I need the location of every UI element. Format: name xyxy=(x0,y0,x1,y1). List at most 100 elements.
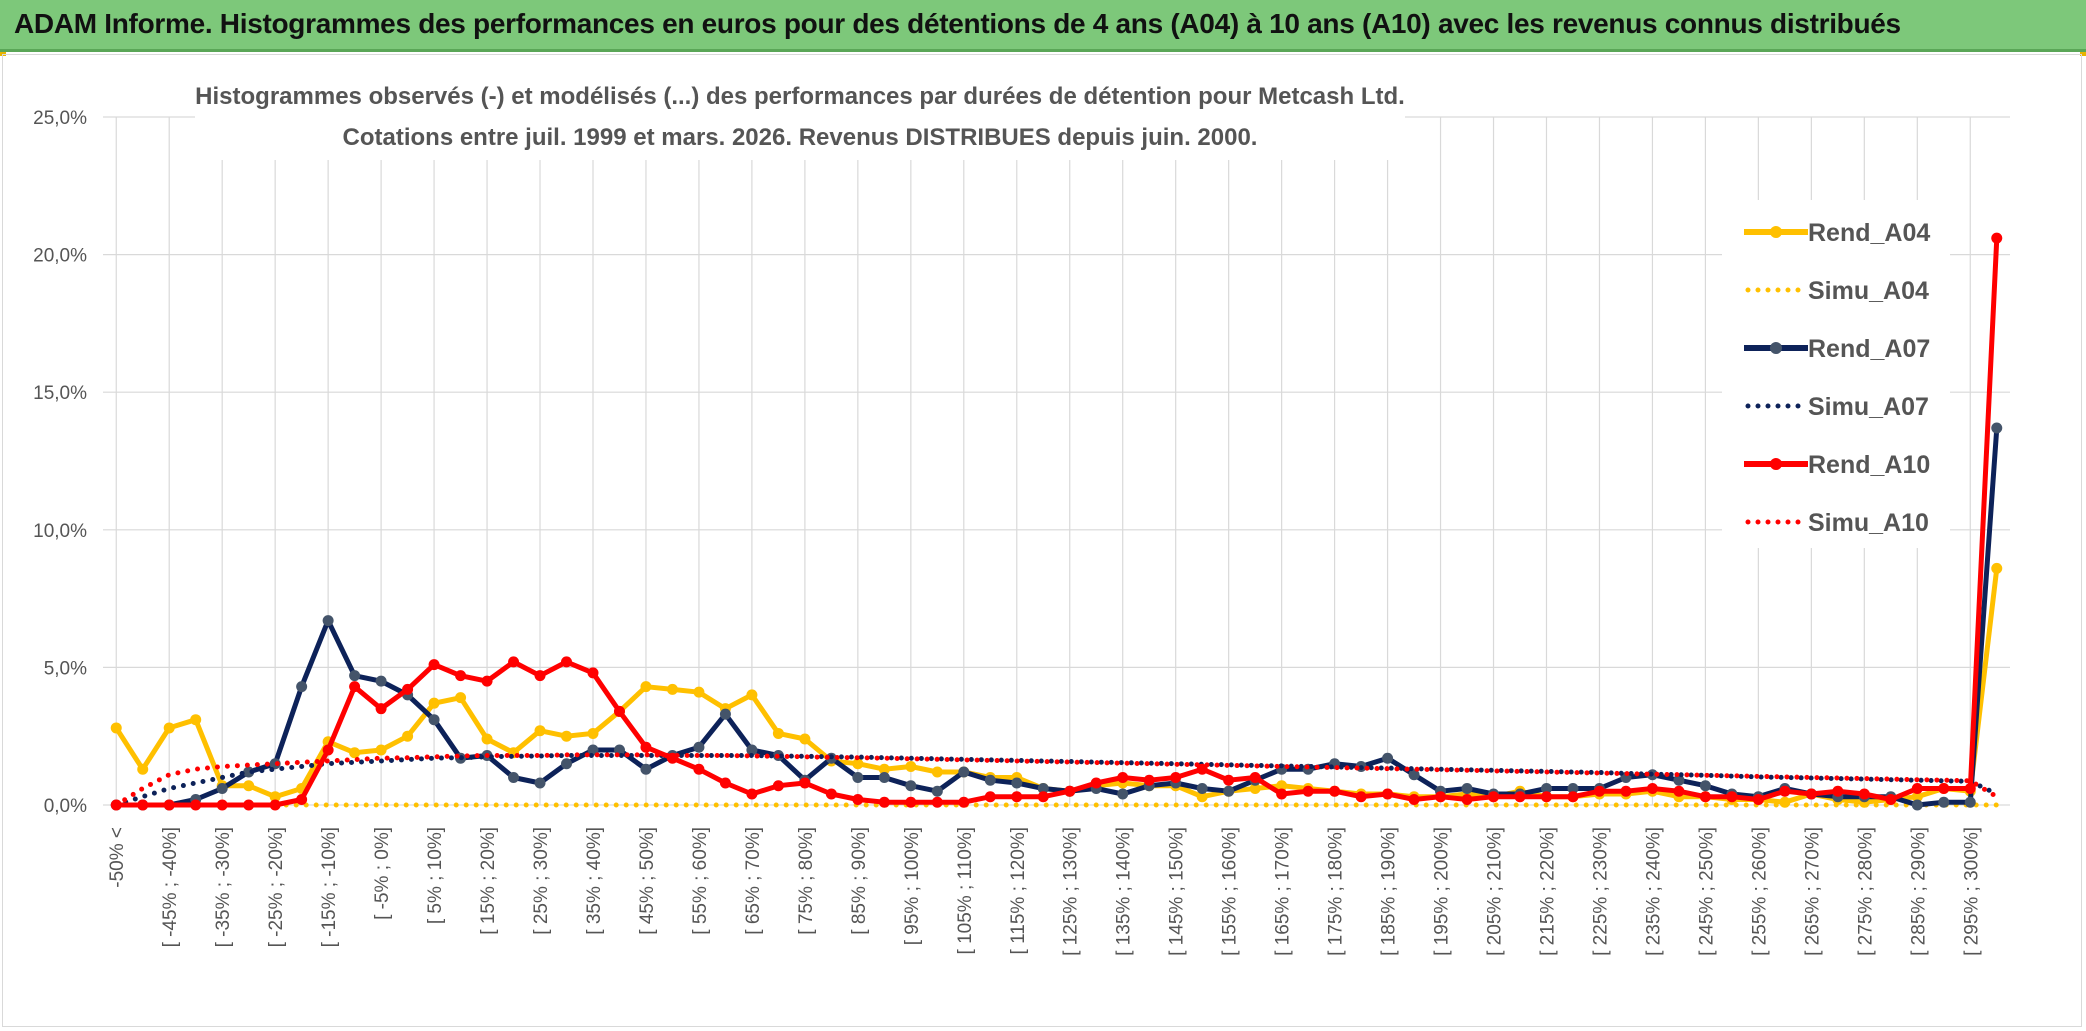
data-point-rend-a04 xyxy=(772,727,784,739)
data-point-rend-a07 xyxy=(1117,788,1129,800)
data-point-rend-a07 xyxy=(1699,780,1711,792)
x-tick-label: -50% < xyxy=(107,827,128,888)
data-point-rend-a10 xyxy=(1223,774,1235,786)
data-point-rend-a04 xyxy=(428,697,440,709)
x-tick-label: [ 225% ; 230%] xyxy=(1590,827,1611,956)
data-point-rend-a04 xyxy=(349,747,361,759)
data-point-rend-a10 xyxy=(1514,791,1526,803)
data-point-rend-a04 xyxy=(693,686,705,698)
data-point-rend-a10 xyxy=(1885,793,1897,805)
data-point-rend-a10 xyxy=(1143,774,1155,786)
data-point-rend-a10 xyxy=(1435,791,1447,803)
series-line-simu-a10 xyxy=(113,752,2000,808)
data-point-rend-a04 xyxy=(852,758,864,770)
data-point-rend-a04 xyxy=(1911,791,1923,803)
data-point-rend-a10 xyxy=(1329,785,1341,797)
data-point-rend-a04 xyxy=(905,760,917,772)
data-point-rend-a10 xyxy=(1726,791,1738,803)
data-point-rend-a10 xyxy=(1196,763,1208,775)
data-point-rend-a10 xyxy=(1302,785,1314,797)
x-tick-label: [ 295% ; 300%] xyxy=(1961,827,1982,956)
data-point-rend-a10 xyxy=(190,799,202,811)
data-point-rend-a07 xyxy=(1911,799,1923,811)
x-tick-label: [ 105% ; 110%] xyxy=(955,827,976,954)
legend-label-simu-a04: Simu_A04 xyxy=(1808,277,1929,305)
data-point-rend-a07 xyxy=(428,714,440,726)
data-point-rend-a10 xyxy=(931,796,943,808)
data-point-rend-a10 xyxy=(984,791,996,803)
data-point-rend-a10 xyxy=(1991,232,2003,244)
data-point-rend-a04 xyxy=(163,722,175,734)
x-tick-label: [ 235% ; 240%] xyxy=(1643,827,1664,956)
data-point-rend-a10 xyxy=(1170,771,1182,783)
series-line-rend-a10 xyxy=(116,237,2000,808)
data-point-rend-a10 xyxy=(640,741,652,753)
data-point-rend-a10 xyxy=(587,667,599,679)
data-point-rend-a07 xyxy=(931,785,943,797)
data-point-rend-a10 xyxy=(1911,782,1923,794)
series-line-rend-a07 xyxy=(116,427,2000,808)
data-point-rend-a07 xyxy=(984,774,996,786)
data-point-rend-a04 xyxy=(587,727,599,739)
series xyxy=(110,232,2003,811)
data-point-rend-a07 xyxy=(322,615,334,627)
data-point-rend-a10 xyxy=(1276,788,1288,800)
data-point-rend-a10 xyxy=(349,681,361,693)
data-point-rend-a07 xyxy=(1540,782,1552,794)
data-point-rend-a10 xyxy=(481,675,493,687)
data-point-rend-a07 xyxy=(1196,782,1208,794)
data-point-rend-a04 xyxy=(402,730,414,742)
data-point-rend-a04 xyxy=(137,763,149,775)
legend-marker-rend-a10 xyxy=(1770,458,1782,470)
data-point-rend-a07 xyxy=(1567,782,1579,794)
data-point-rend-a04 xyxy=(110,722,122,734)
x-tick-label: [ -45% ; -40%] xyxy=(160,827,181,947)
x-tick-label: [ 5% ; 10%] xyxy=(425,827,446,924)
data-point-rend-a04 xyxy=(799,733,811,745)
y-tick-label: 15,0% xyxy=(33,383,87,404)
x-tick-label: [ 95% ; 100%] xyxy=(902,827,923,945)
data-point-rend-a10 xyxy=(402,683,414,695)
data-point-rend-a10 xyxy=(1805,788,1817,800)
data-point-rend-a07 xyxy=(746,744,758,756)
data-point-rend-a10 xyxy=(1249,771,1261,783)
chart-subtitle: Cotations entre juil. 1999 et mars. 2026… xyxy=(343,124,1258,151)
data-point-rend-a10 xyxy=(772,780,784,792)
data-point-rend-a10 xyxy=(322,744,334,756)
data-point-rend-a10 xyxy=(1408,793,1420,805)
data-point-rend-a10 xyxy=(1011,791,1023,803)
legend-label-simu-a10: Simu_A10 xyxy=(1808,509,1929,537)
data-point-rend-a10 xyxy=(1461,793,1473,805)
x-tick-label: [ 165% ; 170%] xyxy=(1273,827,1294,956)
x-tick-label: [ 255% ; 260%] xyxy=(1749,827,1770,956)
legend-marker-rend-a07 xyxy=(1770,342,1782,354)
data-point-rend-a04 xyxy=(243,780,255,792)
data-point-rend-a04 xyxy=(534,725,546,737)
data-point-rend-a10 xyxy=(428,659,440,671)
data-point-rend-a10 xyxy=(1938,782,1950,794)
data-point-rend-a10 xyxy=(1964,782,1976,794)
data-point-rend-a10 xyxy=(137,799,149,811)
x-tick-label: [ 275% ; 280%] xyxy=(1855,827,1876,956)
y-tick-label: 10,0% xyxy=(33,521,87,542)
data-point-rend-a10 xyxy=(613,705,625,717)
data-point-rend-a10 xyxy=(1593,785,1605,797)
data-point-rend-a04 xyxy=(1249,782,1261,794)
data-point-rend-a10 xyxy=(163,799,175,811)
data-point-rend-a04 xyxy=(375,744,387,756)
x-tick-label: [ 195% ; 200%] xyxy=(1432,827,1453,956)
data-point-rend-a04 xyxy=(269,791,281,803)
x-tick-label: [ -35% ; -30%] xyxy=(213,827,234,947)
data-point-rend-a07 xyxy=(1991,422,2003,434)
data-point-rend-a07 xyxy=(1408,769,1420,781)
x-tick-label: [ -5% ; 0%] xyxy=(372,827,393,920)
data-point-rend-a10 xyxy=(243,799,255,811)
x-tick-label: [ 25% ; 30%] xyxy=(531,827,552,935)
y-tick-label: 5,0% xyxy=(44,658,87,679)
data-point-rend-a10 xyxy=(1382,788,1394,800)
data-point-rend-a07 xyxy=(1011,777,1023,789)
data-point-rend-a04 xyxy=(1276,780,1288,792)
x-tick-label: [ 45% ; 50%] xyxy=(637,827,658,935)
data-point-rend-a10 xyxy=(1037,791,1049,803)
data-point-rend-a07 xyxy=(375,675,387,687)
